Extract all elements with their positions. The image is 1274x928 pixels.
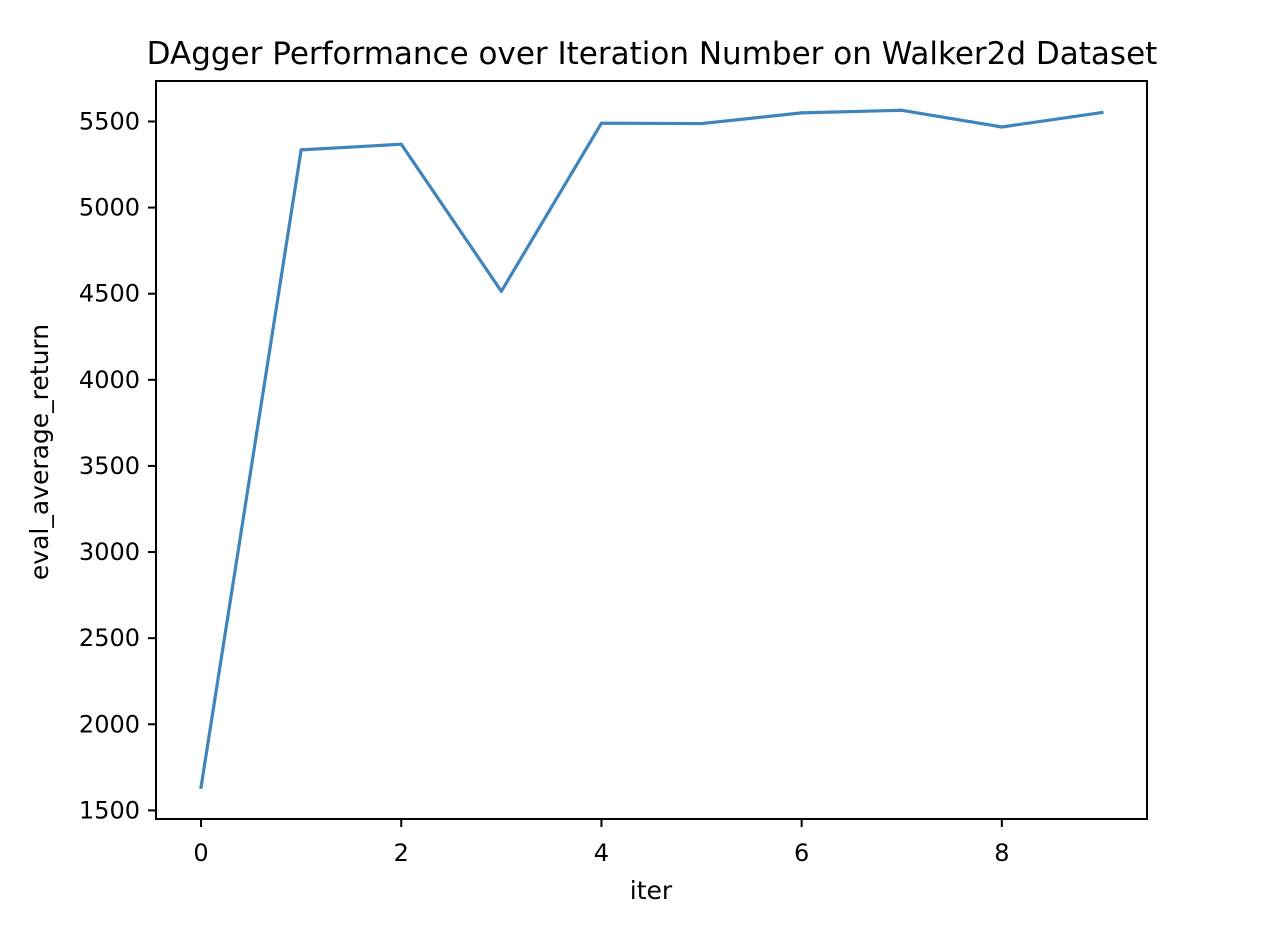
x-axis-label: iter	[630, 876, 673, 905]
series-point	[800, 111, 804, 115]
y-tick-label: 1500	[79, 796, 140, 824]
chart-title: DAgger Performance over Iteration Number…	[147, 36, 1158, 72]
x-tick-label: 4	[594, 839, 609, 867]
series-point	[499, 289, 503, 293]
series-point	[1000, 125, 1004, 129]
y-tick-label: 4000	[79, 366, 140, 394]
series-point	[1100, 110, 1104, 115]
y-tick-label: 5500	[79, 107, 140, 135]
plot-area-frame	[155, 80, 1148, 820]
y-tick-label: 2000	[79, 710, 140, 738]
series-point	[199, 785, 203, 789]
series-line	[199, 108, 1104, 789]
y-axis-ticks: 1500 2000 2500 3000 3500 4000 4500 5000 5500	[79, 107, 156, 824]
x-tick-label: 8	[994, 839, 1009, 867]
x-tick-label: 6	[794, 839, 809, 867]
y-tick-label: 4500	[79, 280, 140, 308]
series-point	[399, 142, 403, 146]
series-layer	[199, 108, 1104, 789]
x-axis-ticks: 0 2 4 6 8	[193, 819, 1009, 867]
x-tick-label: 2	[394, 839, 409, 867]
series-point	[599, 121, 604, 125]
y-tick-label: 5000	[79, 194, 140, 222]
y-tick-label: 3000	[79, 538, 140, 566]
y-tick-label: 3500	[79, 452, 140, 480]
y-tick-label: 2500	[79, 624, 140, 652]
y-axis-label: eval_average_return	[25, 324, 54, 580]
series-point	[299, 148, 303, 152]
x-tick-label: 0	[193, 839, 208, 867]
series-point	[699, 121, 704, 126]
series-point	[900, 108, 904, 112]
